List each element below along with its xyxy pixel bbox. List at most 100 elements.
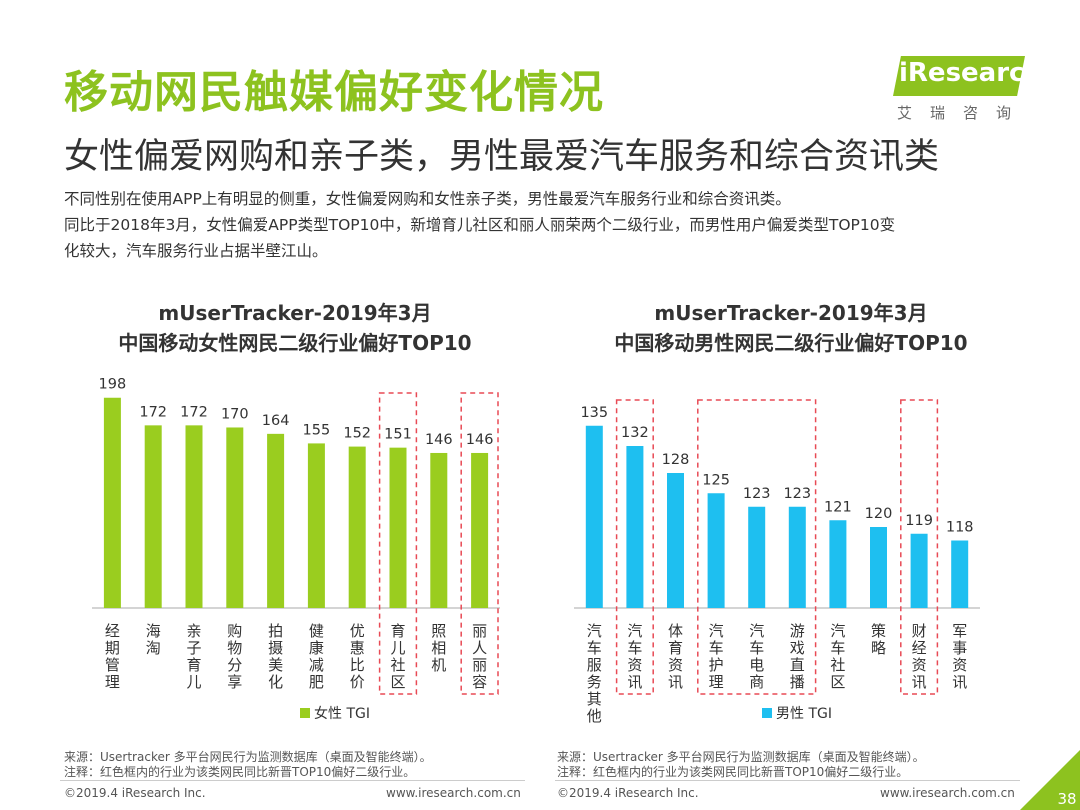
female-highlight-box (378, 392, 418, 695)
female-category-label: 亲子育儿 (186, 622, 201, 691)
male-category-label: 军事资讯 (952, 622, 967, 691)
male-category-label: 游戏直播 (790, 622, 805, 691)
female-bar (185, 425, 203, 608)
male-bar (626, 446, 644, 608)
page-number: 38 (1057, 790, 1076, 808)
female-note-line: 注释：红色框内的行业为该类网民同比新晋TOP10偏好二级行业。 (64, 765, 416, 779)
male-category-label: 汽车电商 (749, 622, 764, 691)
female-bar (471, 452, 489, 608)
female-category-label: 购物分享 (227, 622, 242, 691)
female-bar (267, 433, 285, 608)
male-bar (788, 506, 806, 608)
male-category-label: 策略 (871, 622, 886, 657)
female-source-note: 来源：Usertracker 多平台网民行为监测数据库（桌面及智能终端）。 注释… (64, 750, 432, 780)
description-line-1: 不同性别在使用APP上有明显的侧重，女性偏爱网购和女性亲子类，男性最爱汽车服务行… (64, 190, 791, 208)
female-bar (389, 447, 407, 608)
male-bar (585, 425, 603, 608)
male-data-label: 120 (865, 506, 893, 522)
page-subtitle: 女性偏爱网购和亲子类，男性最爱汽车服务和综合资讯类 (64, 137, 940, 177)
description-line-2: 同比于2018年3月，女性偏爱APP类型TOP10中，新增育儿社区和丽人丽荣两个… (64, 216, 896, 234)
female-data-label: 152 (343, 426, 371, 442)
female-data-label: 172 (139, 404, 167, 420)
male-source-note: 来源：Usertracker 多平台网民行为监测数据库（桌面及智能终端）。 注释… (557, 750, 925, 780)
male-bar (951, 540, 969, 608)
female-data-label: 170 (221, 406, 249, 422)
male-data-label: 118 (946, 520, 974, 536)
logo-text: iResearch (899, 58, 1043, 88)
footer-divider-right (555, 780, 1020, 781)
male-bar (870, 527, 887, 608)
male-category-label: 汽车护理 (709, 622, 724, 691)
female-category-label: 照相机 (431, 622, 446, 674)
female-legend-swatch (300, 708, 310, 718)
corner-triangle (1020, 750, 1080, 810)
page-corner: 38 (1020, 750, 1080, 810)
male-legend-label: 男性 TGI (776, 706, 832, 722)
female-data-label: 151 (384, 427, 412, 443)
female-chart-title-line2: 中国移动女性网民二级行业偏好TOP10 (118, 331, 472, 355)
female-category-label: 经期管理 (105, 622, 120, 691)
footer-divider-left (60, 780, 525, 781)
female-bar (307, 443, 325, 608)
male-highlight-box (697, 399, 817, 695)
female-bar (226, 427, 244, 608)
description: 不同性别在使用APP上有明显的侧重，女性偏爱网购和女性亲子类，男性最爱汽车服务行… (64, 186, 1024, 264)
male-bar (707, 493, 725, 608)
male-data-label: 128 (662, 452, 690, 468)
female-highlight-box (460, 392, 499, 695)
male-bar (748, 506, 766, 608)
description-line-3: 化较大，汽车服务行业占据半壁江山。 (64, 242, 328, 260)
male-category-label: 财经资讯 (912, 622, 927, 691)
male-chart-title-line1: mUserTracker-2019年3月 (654, 301, 928, 325)
female-category-label: 拍摄美化 (268, 622, 283, 691)
female-category-label: 海淘 (146, 622, 161, 657)
female-category-label: 丽人丽容 (472, 622, 487, 691)
female-category-label: 优惠比价 (350, 622, 365, 691)
female-chart-title: mUserTracker-2019年3月 中国移动女性网民二级行业偏好TOP10 (60, 298, 530, 358)
male-data-label: 119 (905, 513, 933, 529)
male-chart-title-line2: 中国移动男性网民二级行业偏好TOP10 (614, 331, 968, 355)
male-data-label: 132 (621, 425, 649, 441)
male-bar (667, 473, 684, 608)
male-data-label: 125 (702, 472, 730, 488)
male-source-line: 来源：Usertracker 多平台网民行为监测数据库（桌面及智能终端）。 (557, 750, 925, 764)
female-bar (144, 425, 162, 608)
male-bar (829, 520, 847, 608)
male-chart-title: mUserTracker-2019年3月 中国移动男性网民二级行业偏好TOP10 (556, 298, 1026, 358)
male-category-label: 汽车服务其他 (587, 622, 602, 725)
male-category-label: 汽车资讯 (627, 622, 642, 691)
male-note-line: 注释：红色框内的行业为该类网民同比新晋TOP10偏好二级行业。 (557, 765, 909, 779)
male-highlight-box (615, 399, 654, 695)
page-title: 移动网民触媒偏好变化情况 (64, 67, 604, 118)
iresearch-logo: iResearch 艾瑞咨询 (893, 56, 1043, 126)
male-highlight-box (900, 399, 939, 695)
female-data-label: 146 (466, 432, 494, 448)
footer-copyright-left: ©2019.4 iResearch Inc. (64, 786, 206, 800)
female-source-line: 来源：Usertracker 多平台网民行为监测数据库（桌面及智能终端）。 (64, 750, 432, 764)
male-data-label: 123 (783, 486, 811, 502)
footer-url-right: www.iresearch.com.cn (880, 786, 1015, 800)
male-legend-swatch (762, 708, 772, 718)
female-data-label: 198 (99, 377, 127, 393)
female-data-label: 172 (180, 404, 208, 420)
male-category-label: 体育资讯 (668, 622, 683, 691)
male-data-label: 121 (824, 499, 852, 515)
male-bar (910, 533, 928, 608)
female-data-label: 164 (262, 413, 290, 429)
female-legend-label: 女性 TGI (314, 705, 370, 722)
male-data-label: 135 (580, 405, 608, 421)
logo-badge (893, 56, 1025, 96)
footer-url-left: www.iresearch.com.cn (386, 786, 521, 800)
female-chart-title-line1: mUserTracker-2019年3月 (158, 301, 432, 325)
female-category-label: 健康减肥 (309, 622, 324, 691)
female-data-label: 155 (303, 422, 331, 438)
male-data-label: 123 (743, 486, 771, 502)
female-bar (348, 446, 366, 608)
female-bar (103, 397, 121, 608)
footer-copyright-right: ©2019.4 iResearch Inc. (557, 786, 699, 800)
logo-cn-text: 艾瑞咨询 (897, 104, 1030, 122)
male-category-label: 汽车社区 (830, 622, 845, 691)
female-data-label: 146 (425, 432, 453, 448)
female-bar (430, 452, 448, 608)
